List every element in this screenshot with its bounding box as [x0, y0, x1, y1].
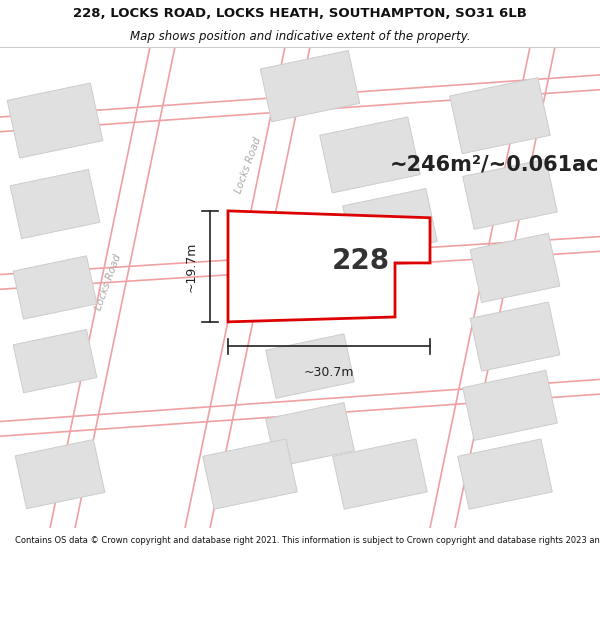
Polygon shape — [15, 439, 105, 509]
Text: 228, LOCKS ROAD, LOCKS HEATH, SOUTHAMPTON, SO31 6LB: 228, LOCKS ROAD, LOCKS HEATH, SOUTHAMPTO… — [73, 7, 527, 19]
Polygon shape — [260, 51, 360, 122]
Text: Locks Road: Locks Road — [233, 135, 263, 194]
Polygon shape — [13, 256, 97, 319]
Text: Locks Road: Locks Road — [93, 253, 123, 312]
Polygon shape — [13, 329, 97, 393]
Text: ~30.7m: ~30.7m — [304, 366, 354, 379]
Text: Map shows position and indicative extent of the property.: Map shows position and indicative extent… — [130, 30, 470, 43]
Polygon shape — [458, 439, 552, 509]
Polygon shape — [333, 439, 427, 509]
Text: ~19.7m: ~19.7m — [185, 241, 198, 292]
Polygon shape — [343, 189, 437, 259]
Text: 228: 228 — [332, 247, 390, 274]
Polygon shape — [10, 169, 100, 239]
Polygon shape — [463, 370, 557, 441]
Text: Contains OS data © Crown copyright and database right 2021. This information is : Contains OS data © Crown copyright and d… — [15, 536, 600, 545]
Polygon shape — [450, 78, 550, 154]
Polygon shape — [203, 439, 297, 509]
Polygon shape — [266, 402, 355, 467]
Polygon shape — [470, 233, 560, 302]
Polygon shape — [228, 211, 430, 322]
Polygon shape — [320, 117, 420, 193]
Polygon shape — [7, 83, 103, 158]
Polygon shape — [266, 334, 355, 398]
Text: ~246m²/~0.061ac.: ~246m²/~0.061ac. — [390, 155, 600, 175]
Polygon shape — [463, 159, 557, 229]
Polygon shape — [470, 302, 560, 371]
